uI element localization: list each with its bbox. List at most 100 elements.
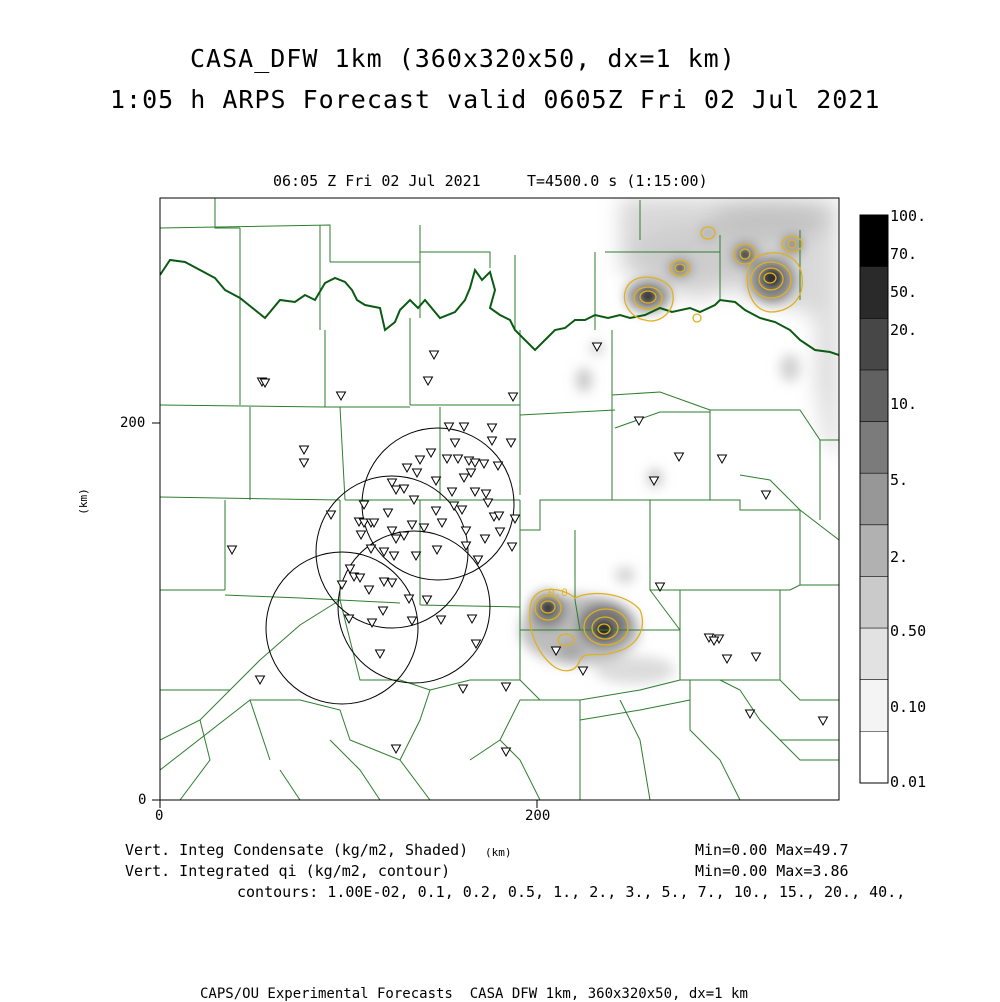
station-marker [506,542,518,553]
station-marker [708,636,720,647]
credit-line: CAPS/OU Experimental Forecasts CASA DFW … [200,986,748,1002]
x-tick-200: 200 [525,808,551,824]
colorbar-label: 10. [890,395,918,413]
station-marker [382,508,394,519]
station-marker [431,545,443,556]
station-marker [377,606,389,617]
station-marker [343,614,355,625]
station-marker [591,342,603,353]
station-marker [363,585,375,596]
station-marker [760,490,772,501]
station-marker [378,577,390,588]
station-marker [479,534,491,545]
station-marker [817,716,829,727]
station-marker [368,518,380,529]
station-marker [410,551,422,562]
colorbar [859,214,889,784]
station-marker [648,476,660,487]
station-marker [443,422,455,433]
colorbar-swatch [860,421,888,474]
station-marker [390,534,402,545]
station-marker [466,614,478,625]
station-marker [325,510,337,521]
station-marker [386,478,398,489]
station-marker [493,511,505,522]
county-boundaries [160,198,839,800]
colorbar-swatch [860,576,888,629]
var2-label: Vert. Integrated qi (kg/m2, contour) [125,862,451,880]
plot-frame [159,197,840,801]
station-marker [673,452,685,463]
station-marker [458,473,470,484]
station-marker [482,498,494,509]
colorbar-frame [859,214,889,784]
station-marker [390,744,402,755]
station-marker [436,518,448,529]
colorbar-swatch [860,215,888,267]
var2-range: Min=0.00 Max=3.86 [695,862,849,880]
station-marker [358,518,370,529]
station-marker [386,578,398,589]
station-marker [390,485,402,496]
station-marker [366,618,378,629]
station-marker [457,684,469,695]
station-marker [414,455,426,466]
axis-ticks [152,422,538,808]
y-axis-unit: (km) [76,488,90,515]
station-marker [449,438,461,449]
station-marker [458,422,470,433]
station-marker [430,506,442,517]
station-marker [374,649,386,660]
colorbar-swatch [860,318,888,370]
subtitle-time: 06:05 Z Fri 02 Jul 2021 [273,172,481,190]
station-marker [500,682,512,693]
colorbar-label: 20. [890,321,918,339]
station-marker [507,392,519,403]
station-marker [480,489,492,500]
station-marker [435,615,447,626]
station-marker [460,526,472,537]
station-marker [254,675,266,686]
station-marker [408,495,420,506]
colorbar-swatch [860,266,888,319]
y-tick-0: 0 [138,792,147,808]
station-marker [633,416,645,427]
var1-label: Vert. Integ Condensate (kg/m2, Shaded) [125,841,469,859]
station-marker [401,463,413,474]
station-marker [470,639,482,650]
station-marker [452,454,464,465]
station-marker [750,652,762,663]
station-marker [577,666,589,677]
x-tick-0: 0 [155,808,164,824]
colorbar-label: 0.10 [890,698,927,716]
station-marker [448,501,460,512]
station-marker [388,551,400,562]
station-marker [456,505,468,516]
station-marker [716,454,728,465]
y-tick-200: 200 [120,415,146,431]
colorbar-swatch [860,679,888,732]
station-marker [744,709,756,720]
station-marker [354,573,366,584]
station-marker [492,461,504,472]
station-marker [259,378,271,389]
station-marker [411,468,423,479]
var1-range: Min=0.00 Max=49.7 [695,841,849,859]
station-marker [494,527,506,538]
station-marker [403,594,415,605]
colorbar-label: 5. [890,471,909,489]
station-marker [335,391,347,402]
station-marker [336,580,348,591]
station-marker [422,376,434,387]
colorbar-swatch [860,524,888,577]
station-markers [226,342,829,758]
station-marker [428,350,440,361]
station-marker [441,454,453,465]
title-line-1: CASA_DFW 1km (360x320x50, dx=1 km) [190,44,736,73]
station-marker [469,458,481,469]
station-marker [226,545,238,556]
station-marker [398,484,410,495]
station-marker [386,526,398,537]
colorbar-label: 2. [890,548,909,566]
colorbar-swatch [860,473,888,525]
